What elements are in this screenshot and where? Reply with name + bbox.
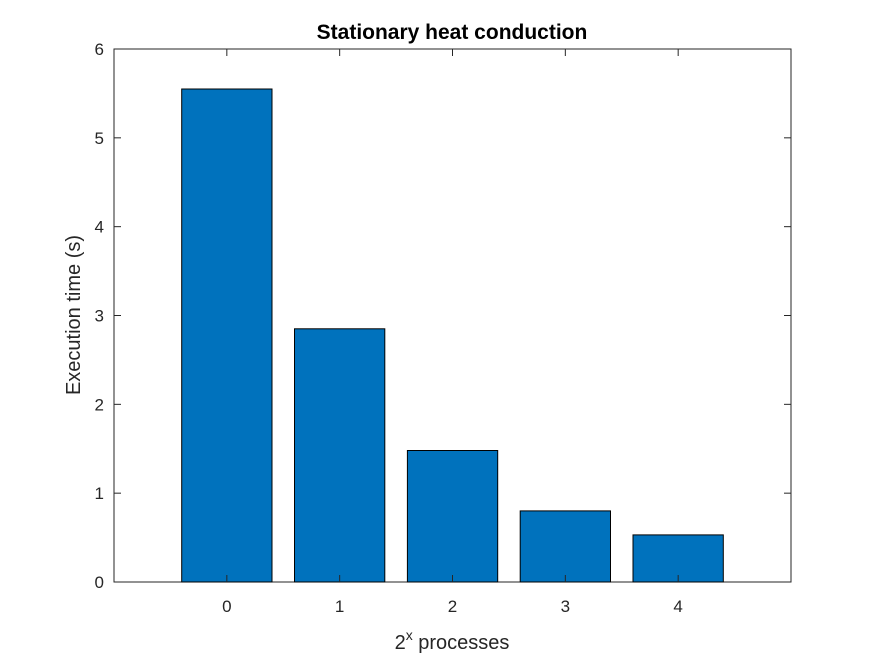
bar-0 [181, 88, 273, 583]
bar-3 [519, 510, 612, 583]
chart-title: Stationary heat conduction [317, 21, 588, 44]
bar-4 [632, 534, 724, 583]
x-tick-label: 0 [222, 597, 231, 616]
y-tick-label: 0 [95, 573, 104, 592]
y-tick-label: 6 [95, 40, 104, 59]
y-tick-label: 3 [95, 307, 104, 326]
x-tick-label: 2 [448, 597, 457, 616]
y-tick-label: 4 [95, 218, 104, 237]
x-tick-label: 3 [561, 597, 570, 616]
bars-group [181, 88, 724, 583]
x-tick-label: 4 [673, 597, 682, 616]
ticks-group: 0 1 2 3 4 0 1 2 3 4 5 6 [95, 40, 791, 616]
x-axis-label-base: 2 [395, 632, 406, 654]
y-tick-label: 2 [95, 395, 104, 414]
y-tick-label: 1 [95, 484, 104, 503]
x-axis-label-rest: processes [413, 632, 510, 654]
x-axis-label: 2x processes [395, 627, 510, 654]
bar-1 [294, 328, 386, 583]
bar-2 [406, 450, 499, 583]
y-tick-label: 5 [95, 129, 104, 148]
x-tick-label: 1 [335, 597, 344, 616]
x-axis-label-superscript: x [406, 627, 413, 643]
y-axis-label: Execution time (s) [63, 235, 85, 395]
